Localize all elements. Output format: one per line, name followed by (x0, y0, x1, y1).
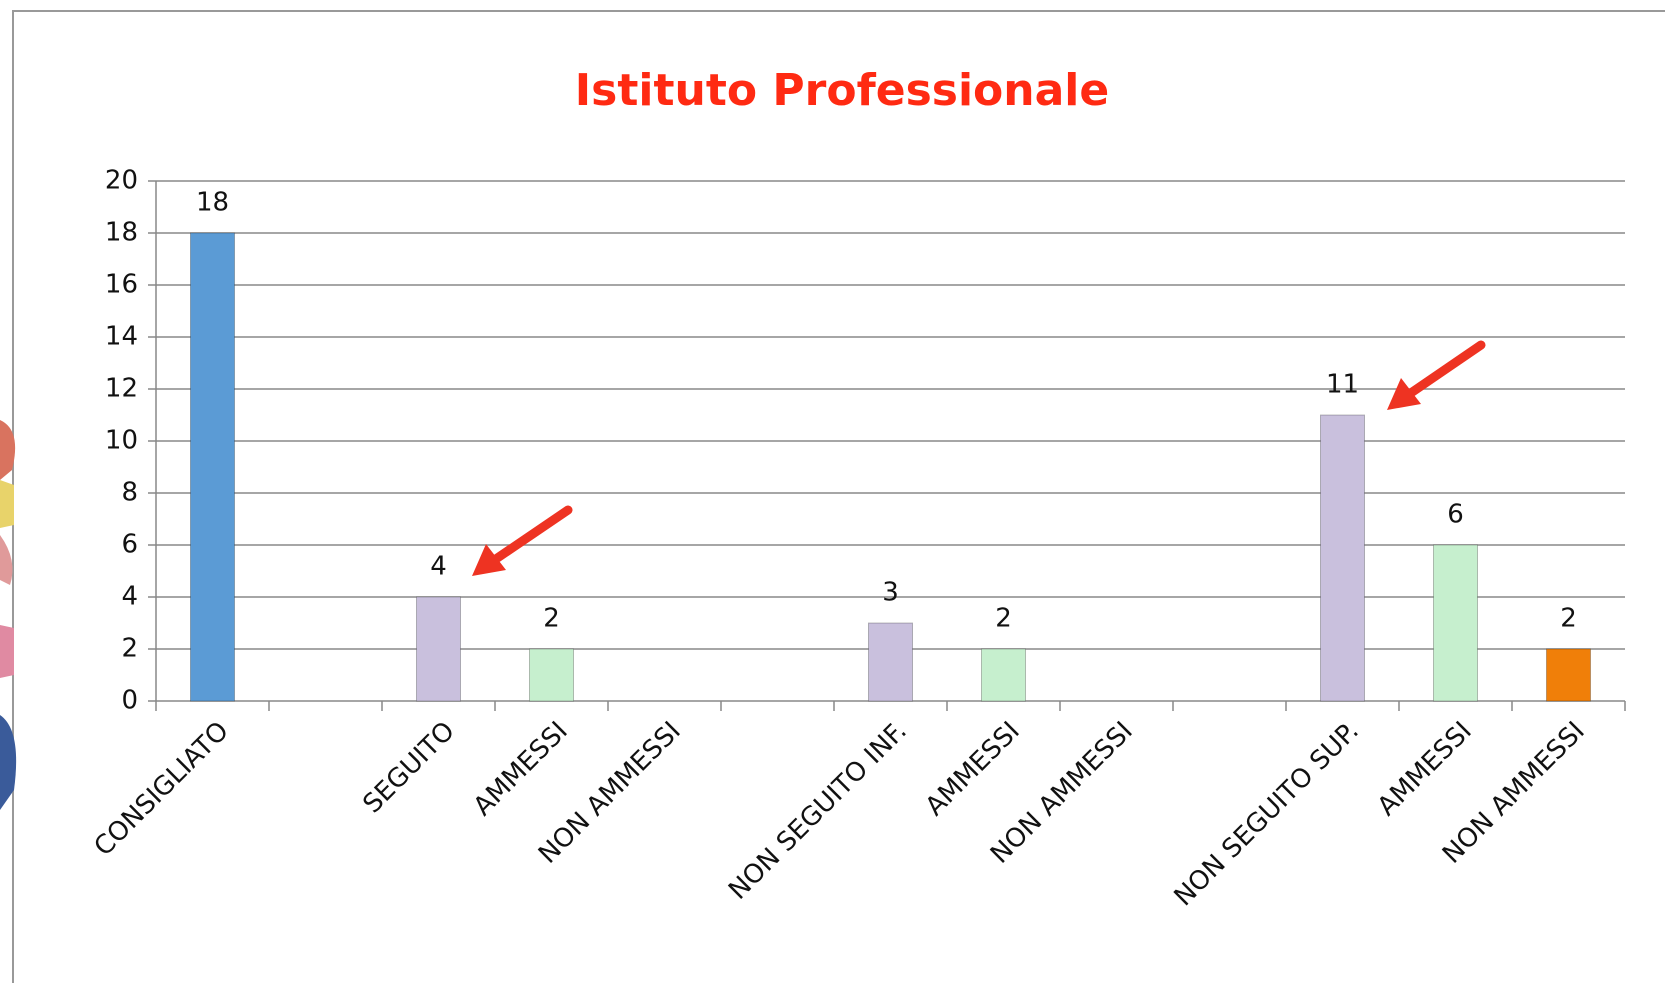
x-tick-label: CONSIGLIATO (89, 716, 235, 862)
bar (1434, 545, 1478, 701)
data-label: 2 (1560, 604, 1577, 634)
decor (0, 535, 12, 585)
x-tick-label: AMMESSI (1372, 716, 1478, 822)
chart-frame (13, 11, 1665, 983)
data-label: 4 (430, 552, 447, 582)
bar (1547, 649, 1591, 701)
x-tick-label: NON SEGUITO INF. (723, 716, 913, 906)
y-tick-label: 0 (121, 686, 138, 716)
data-label: 2 (543, 604, 560, 634)
y-tick-label: 14 (105, 322, 138, 352)
data-label: 6 (1447, 500, 1464, 530)
bar (530, 649, 574, 701)
y-tick-label: 10 (105, 426, 138, 456)
x-tick-label: AMMESSI (920, 716, 1026, 822)
data-label: 11 (1326, 370, 1359, 400)
data-label: 3 (882, 578, 899, 608)
y-tick-label: 6 (121, 530, 138, 560)
bar (982, 649, 1026, 701)
y-tick-label: 18 (105, 218, 138, 248)
bar (417, 597, 461, 701)
y-tick-label: 12 (105, 374, 138, 404)
y-tick-label: 2 (121, 634, 138, 664)
chart: Istituto Professionale 0 2 4 6 8 10 12 14 16 18 20… (0, 0, 1665, 983)
data-label: 2 (995, 604, 1012, 634)
x-tick-label: NON SEGUITO SUP. (1169, 716, 1365, 912)
chart-title: Istituto Professionale (575, 65, 1109, 116)
data-label: 18 (196, 188, 229, 218)
bar (191, 233, 235, 701)
bar (1321, 415, 1365, 701)
y-tick-label: 20 (105, 166, 138, 196)
page: Istituto Professionale 0 2 4 6 8 10 12 14 16 18 20… (0, 0, 1665, 983)
decor (0, 480, 14, 528)
y-tick-label: 16 (105, 270, 138, 300)
bar (869, 623, 913, 701)
y-tick-label: 8 (121, 478, 138, 508)
x-tick-label: AMMESSI (468, 716, 574, 822)
arrow (490, 510, 568, 563)
y-tick-label: 4 (121, 582, 138, 612)
decor (0, 625, 14, 678)
x-tick-label: SEGUITO (357, 716, 460, 819)
